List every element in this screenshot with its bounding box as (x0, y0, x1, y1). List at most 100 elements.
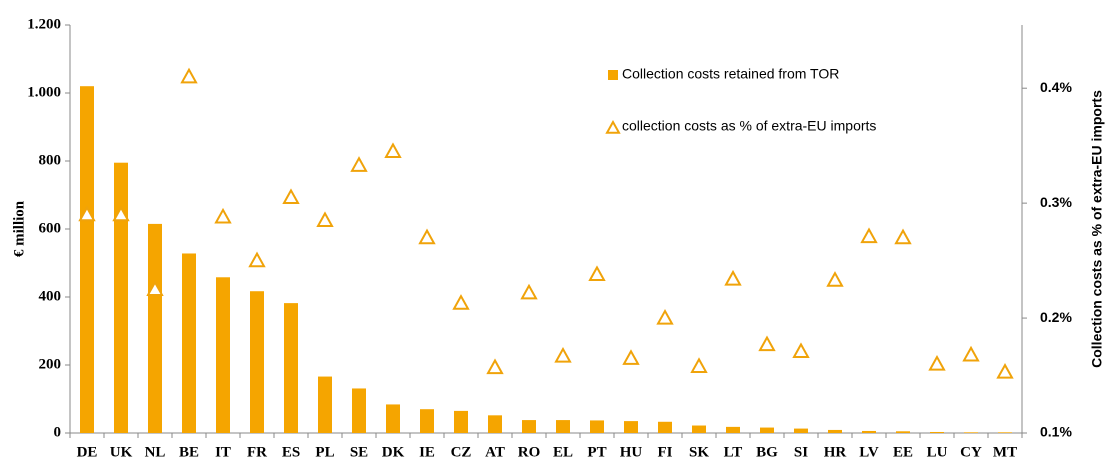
triangle-marker (928, 354, 946, 371)
x-tick-label: CY (960, 444, 982, 460)
triangle-marker (520, 283, 538, 300)
y2-tick-label: 0.2% (1040, 309, 1072, 325)
x-tick-label: EE (893, 444, 913, 460)
triangle-marker (316, 211, 334, 227)
triangle-marker (996, 363, 1014, 379)
y-tick-label: 400 (39, 288, 62, 304)
y2-axis-label: Collection costs as % of extra-EU import… (1089, 90, 1105, 368)
bar (726, 426, 740, 433)
triangle-marker (724, 269, 742, 286)
triangle-marker (690, 357, 708, 373)
y-tick-label: 1.000 (27, 84, 61, 100)
bar (114, 162, 128, 433)
x-tick-label: DK (382, 444, 405, 460)
x-tick-label: IT (215, 444, 231, 460)
x-tick-label: RO (518, 444, 541, 460)
y-axis-label: € million (11, 200, 27, 257)
x-tick-label: HU (620, 444, 643, 460)
triangle-marker (384, 142, 402, 159)
triangle-marker (554, 346, 572, 363)
triangle-marker (418, 228, 436, 245)
triangle-marker (962, 345, 980, 362)
y-tick-label: 0 (54, 424, 62, 440)
x-tick-label: BE (179, 444, 199, 460)
bar (998, 432, 1012, 433)
bar (182, 253, 196, 433)
y-tick-label: 600 (39, 220, 62, 236)
y-tick-label: 200 (39, 356, 62, 372)
x-tick-label: ES (282, 444, 300, 460)
y2-tick-label: 0.4% (1040, 79, 1072, 95)
x-tick-label: EL (553, 444, 573, 460)
x-tick-label: HR (824, 444, 847, 460)
bar (828, 429, 842, 433)
x-tick-label: NL (145, 444, 166, 460)
x-tick-label: PL (315, 444, 334, 460)
triangle-marker (792, 342, 810, 358)
triangle-marker (826, 271, 844, 287)
triangle-marker (656, 309, 674, 325)
bar (692, 425, 706, 433)
bar (556, 420, 570, 433)
bar (590, 420, 604, 433)
bar (250, 291, 264, 433)
triangle-marker (486, 358, 504, 375)
bar (794, 428, 808, 433)
bar (318, 376, 332, 433)
y-tick-label: 800 (39, 152, 62, 168)
bar (386, 404, 400, 433)
x-tick-label: PT (587, 444, 606, 460)
bar (488, 415, 502, 433)
triangle-marker (758, 335, 776, 352)
y-tick-label: 1.200 (27, 16, 61, 32)
bar (658, 421, 672, 433)
triangle-marker (452, 294, 470, 310)
triangle-marker (860, 227, 878, 244)
bar (352, 388, 366, 433)
bar (148, 223, 162, 433)
x-tick-label: CZ (451, 444, 472, 460)
bar (964, 432, 978, 433)
triangle-marker (214, 207, 232, 224)
bar (862, 430, 876, 433)
bar (930, 431, 944, 433)
x-tick-label: LT (724, 444, 743, 460)
triangle-marker (350, 156, 368, 172)
x-tick-label: FR (247, 444, 267, 460)
triangle-marker (282, 188, 300, 204)
bar (284, 303, 298, 433)
x-tick-label: BG (756, 444, 778, 460)
triangle-marker (180, 67, 198, 84)
bar (454, 410, 468, 433)
x-tick-label: MT (993, 444, 1017, 460)
x-tick-label: AT (485, 444, 505, 460)
legend-label: Collection costs retained from TOR (622, 66, 839, 82)
triangle-marker (112, 205, 130, 222)
triangle-marker (146, 280, 164, 296)
x-tick-label: FI (658, 444, 673, 460)
legend-label: collection costs as % of extra-EU import… (622, 118, 876, 134)
y2-tick-label: 0.3% (1040, 194, 1072, 210)
y2-tick-label: 0.1% (1040, 424, 1072, 440)
x-tick-label: LV (859, 444, 879, 460)
triangle-marker (894, 228, 912, 245)
legend-swatch (605, 119, 621, 134)
x-tick-label: SI (794, 444, 808, 460)
triangle-marker (588, 265, 606, 281)
x-tick-label: SE (350, 444, 368, 460)
triangle-marker (78, 205, 96, 222)
x-tick-label: DE (77, 444, 98, 460)
x-tick-label: IE (419, 444, 435, 460)
bar (896, 431, 910, 433)
legend-swatch (608, 70, 618, 80)
bar (760, 427, 774, 433)
bar (216, 277, 230, 433)
x-tick-label: SK (689, 444, 709, 460)
bar (522, 420, 536, 433)
triangle-marker (248, 251, 266, 268)
bar (624, 421, 638, 433)
triangle-marker (622, 349, 640, 365)
bar (80, 86, 94, 433)
x-tick-label: LU (927, 444, 948, 460)
